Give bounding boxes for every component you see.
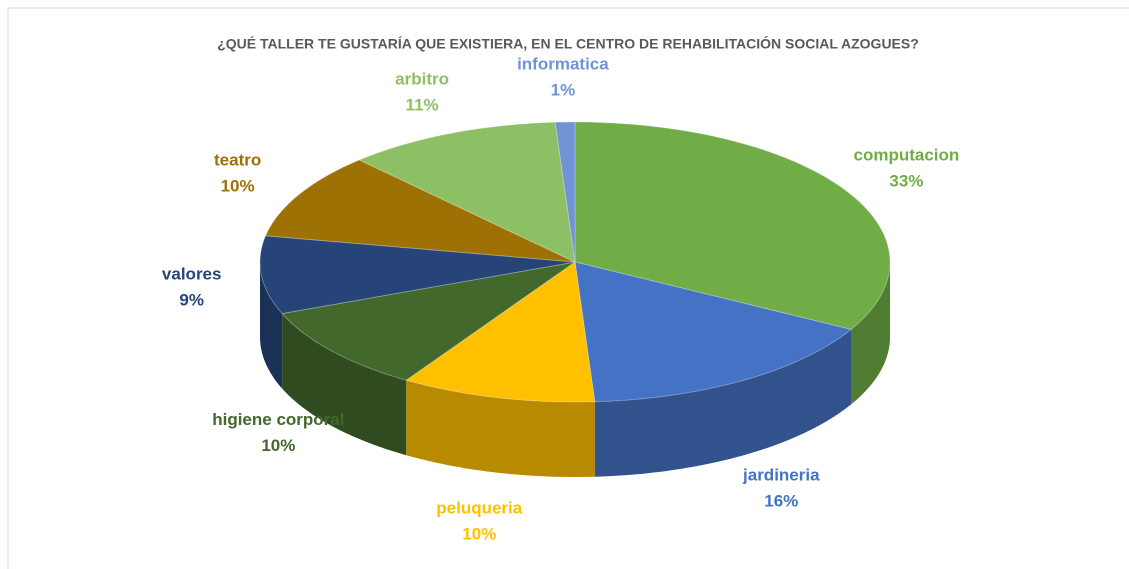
data-label-name: jardineria: [742, 465, 820, 484]
slice-side: [851, 262, 890, 405]
data-label-value: 10%: [261, 436, 295, 455]
slice-side: [282, 313, 407, 456]
slice: [281, 261, 576, 381]
data-label-name: informatica: [517, 55, 609, 74]
data-label-name: higiene corporal: [212, 410, 344, 429]
data-label-value: 9%: [179, 291, 204, 310]
slice-side: [406, 380, 595, 477]
slice: [574, 121, 891, 330]
slice: [264, 159, 576, 263]
data-label-name: teatro: [214, 150, 261, 169]
slice: [259, 235, 576, 315]
data-label-value: 10%: [221, 176, 255, 195]
data-label-name: valores: [162, 265, 222, 284]
data-label-name: computacion: [853, 145, 959, 164]
slice: [358, 121, 576, 263]
slice-side: [260, 262, 283, 389]
slice: [554, 121, 576, 263]
slice-side: [594, 329, 852, 477]
data-label-value: 1%: [551, 81, 576, 100]
slice: [574, 261, 853, 403]
slice: [405, 261, 596, 403]
chart-title: ¿QUÉ TALLER TE GUSTARÍA QUE EXISTIERA, E…: [217, 35, 919, 52]
data-label-value: 11%: [406, 96, 439, 115]
data-label-value: 10%: [462, 525, 496, 544]
data-label-value: 16%: [764, 491, 798, 510]
data-label-name: arbitro: [395, 70, 449, 89]
data-label-value: 33%: [889, 171, 923, 190]
data-label-name: peluqueria: [436, 499, 523, 518]
